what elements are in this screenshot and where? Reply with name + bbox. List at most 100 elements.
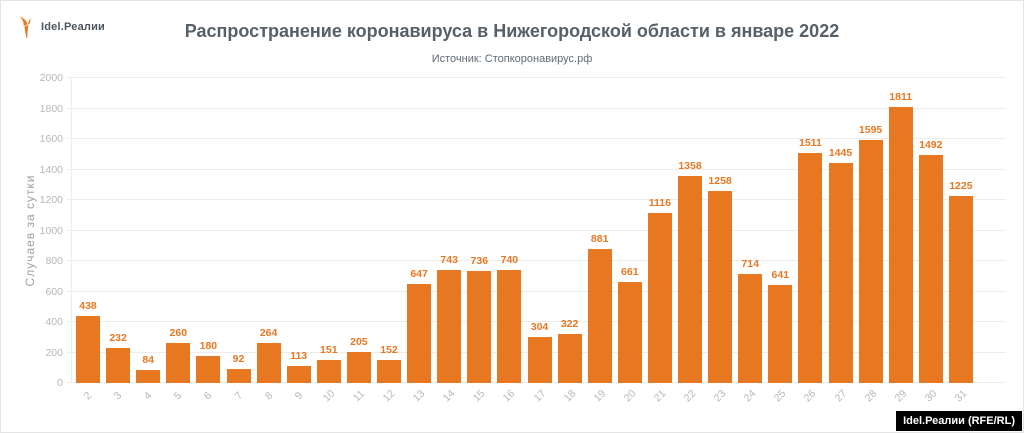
bar-value-label: 1358 xyxy=(678,159,702,172)
x-tick-label: 11 xyxy=(350,387,367,405)
bar-value-label: 1511 xyxy=(799,136,822,149)
gridline xyxy=(67,199,1006,200)
bar-day-24 xyxy=(738,274,763,383)
x-tick-label: 4 xyxy=(141,389,155,403)
y-tick-label: 800 xyxy=(45,255,63,267)
bar-value-label: 740 xyxy=(500,254,519,267)
y-tick-label: 1800 xyxy=(39,102,63,115)
y-axis-tick-labels: 0 200 400 600 800 1000 1200 1400 1600 1800 2000 xyxy=(1,72,63,389)
bar-day-6 xyxy=(196,355,221,383)
y-tick-label: 0 xyxy=(57,377,63,389)
gridline xyxy=(67,260,1006,261)
gridline xyxy=(67,229,1006,231)
x-tick-label: 10 xyxy=(320,387,338,405)
bar-value-label: 1225 xyxy=(949,180,973,193)
bar-day-5 xyxy=(166,343,191,383)
y-tick-label: 600 xyxy=(45,285,63,298)
x-tick-label: 12 xyxy=(380,387,398,405)
bar-value-label: 1258 xyxy=(708,175,732,188)
bar-day-3 xyxy=(106,347,131,383)
y-tick-label: 1200 xyxy=(39,194,63,206)
y-axis-line xyxy=(71,78,72,383)
bar-value-label: 1445 xyxy=(828,146,853,159)
bar-value-label: 84 xyxy=(142,354,155,367)
y-tick-label: 2000 xyxy=(39,72,63,84)
y-tick-label: 1400 xyxy=(39,163,63,176)
bar-value-label: 641 xyxy=(771,269,790,282)
x-tick-label: 14 xyxy=(440,387,458,405)
bar-day-19 xyxy=(587,248,612,383)
bar-day-28 xyxy=(858,139,883,383)
x-tick-label: 28 xyxy=(862,387,879,405)
bar-value-label: 1595 xyxy=(858,123,883,136)
bar-value-label: 661 xyxy=(621,266,639,279)
bar-day-4 xyxy=(136,370,161,383)
x-axis-tick-labels: 2 3 4 5 6 7 8 9 10 11 12 13 14 15 16 17 18 19 20 21 22 23 24 25… xyxy=(67,383,1006,427)
bar-value-label: 1811 xyxy=(889,90,913,103)
gridline xyxy=(67,107,1006,109)
x-tick-label: 5 xyxy=(171,389,185,403)
bar-day-7 xyxy=(226,368,251,383)
x-tick-label: 3 xyxy=(111,389,125,403)
bar-value-label: 743 xyxy=(440,253,458,266)
x-tick-label: 13 xyxy=(410,387,428,405)
x-tick-label: 2 xyxy=(81,389,95,403)
x-tick-label: 29 xyxy=(892,387,910,405)
x-tick-label: 19 xyxy=(591,387,609,405)
bar-value-label: 881 xyxy=(590,232,609,245)
x-tick-label: 25 xyxy=(771,387,789,405)
x-tick-label: 23 xyxy=(711,387,729,405)
brand-name: Idel.Реалии xyxy=(41,21,106,33)
gridline xyxy=(67,77,1006,78)
x-tick-label: 17 xyxy=(531,387,548,405)
bar-day-8 xyxy=(256,342,281,383)
y-tick-label: 1000 xyxy=(39,224,63,237)
bar-day-16 xyxy=(497,270,522,383)
bar-day-9 xyxy=(286,365,311,383)
bar-value-label: 1492 xyxy=(919,139,943,152)
gridline xyxy=(67,290,1006,292)
bar-day-14 xyxy=(437,269,462,383)
bar-value-label: 151 xyxy=(320,343,338,356)
bar-value-label: 647 xyxy=(410,268,428,281)
bar-value-label: 205 xyxy=(350,335,368,348)
gridline xyxy=(67,168,1006,170)
bar-value-label: 232 xyxy=(109,331,127,344)
bar-day-20 xyxy=(617,282,642,383)
x-tick-label: 18 xyxy=(561,387,578,405)
bar-value-label: 714 xyxy=(741,258,759,271)
bar-value-label: 92 xyxy=(232,352,245,365)
bar-day-26 xyxy=(798,152,823,383)
bar-value-label: 113 xyxy=(290,349,308,362)
x-tick-label: 15 xyxy=(470,387,488,405)
bar-day-30 xyxy=(918,155,943,383)
bar-value-label: 438 xyxy=(79,300,97,313)
watermark-badge: Idel.Реалии (RFE/RL) xyxy=(896,411,1022,431)
x-tick-label: 16 xyxy=(501,387,518,405)
bar-day-11 xyxy=(346,351,371,383)
bar-day-2 xyxy=(76,316,100,383)
x-tick-label: 6 xyxy=(202,389,215,403)
y-tick-label: 1600 xyxy=(39,133,63,145)
bar-value-label: 304 xyxy=(530,320,549,333)
bar-day-10 xyxy=(316,359,341,383)
x-tick-label: 20 xyxy=(621,387,639,405)
plot-area: 438 232 84 260 180 92 264 113 151 205 152 647 743 736… xyxy=(67,77,1006,383)
x-tick-label: 26 xyxy=(802,387,819,405)
x-tick-label: 7 xyxy=(232,389,245,403)
bar-day-29 xyxy=(888,106,913,383)
bar-day-21 xyxy=(647,212,672,383)
x-tick-label: 21 xyxy=(651,387,669,405)
x-tick-label: 31 xyxy=(952,387,970,405)
chart-source-subtitle: Источник: Стопкоронавирус.рф xyxy=(431,53,593,65)
x-tick-label: 24 xyxy=(741,387,759,405)
x-tick-label: 30 xyxy=(922,387,940,405)
bar-day-31 xyxy=(948,196,973,383)
bar-value-label: 322 xyxy=(560,317,579,330)
x-tick-label: 27 xyxy=(832,387,849,405)
gridline xyxy=(67,138,1006,139)
bar-value-label: 180 xyxy=(199,339,218,352)
y-tick-label: 200 xyxy=(45,346,63,359)
gridline xyxy=(67,321,1006,322)
